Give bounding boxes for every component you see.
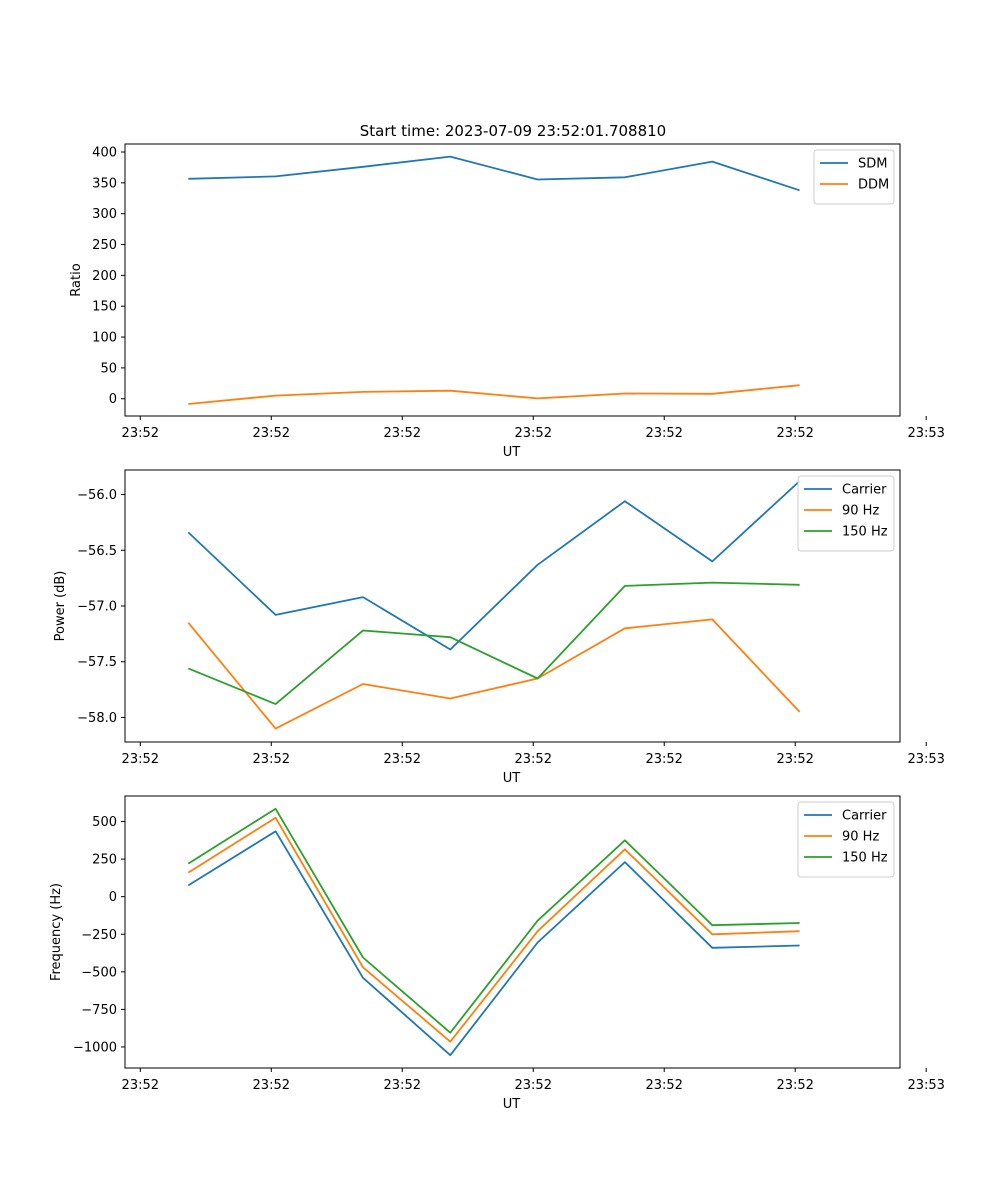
x-tick-label: 23:52	[253, 1078, 290, 1093]
y-tick-label: 250	[92, 238, 117, 253]
legend: Carrier 90 Hz 150 Hz	[797, 801, 895, 878]
y-tick-label: 200	[92, 269, 117, 284]
series-line-90-hz	[187, 618, 801, 730]
series-line-carrier	[187, 830, 800, 1057]
series-line-sdm	[188, 155, 800, 192]
y-tick-label: −56.5	[77, 544, 117, 559]
y-tick-label: −58.0	[77, 711, 117, 726]
y-axis-label: Frequency (Hz)	[49, 883, 64, 981]
x-tick-label: 23:52	[384, 1078, 421, 1093]
series-line-carrier	[187, 480, 801, 651]
y-tick-label: −56.0	[77, 488, 117, 503]
axes-frame	[124, 469, 901, 743]
y-tick-label: 250	[92, 853, 117, 868]
x-tick-label: 23:53	[907, 752, 944, 767]
y-tick-label: −250	[81, 928, 117, 943]
y-tick-label: −750	[81, 1003, 117, 1018]
x-tick-label: 23:52	[122, 1078, 159, 1093]
x-tick-label: 23:52	[253, 426, 290, 441]
legend-entry: SDM	[858, 157, 887, 172]
x-tick-label: 23:53	[907, 1078, 944, 1093]
x-tick-label: 23:52	[384, 426, 421, 441]
chart-panels: 23:52 23:52 23:52 23:52 23:52 23:52 23:53 0 50 10…	[49, 143, 945, 1112]
legend-entry: 150 Hz	[842, 525, 888, 540]
x-tick-label: 23:52	[515, 752, 552, 767]
y-tick-label: 350	[92, 176, 117, 191]
y-tick-label: 500	[92, 815, 117, 830]
legend-entry: 90 Hz	[842, 830, 879, 845]
y-tick-label: 100	[92, 331, 117, 346]
y-tick-label: 300	[92, 207, 117, 222]
x-tick-label: 23:52	[515, 1078, 552, 1093]
x-tick-label: 23:52	[122, 752, 159, 767]
legend-entry: Carrier	[842, 483, 887, 498]
series-line-90-hz	[187, 816, 800, 1043]
legend: SDM DDM	[813, 149, 895, 205]
y-axis-label: Ratio	[69, 263, 84, 296]
x-axis-label: UT	[503, 771, 521, 786]
y-tick-label: −1000	[73, 1040, 117, 1055]
x-tick-label: 23:52	[776, 752, 813, 767]
y-tick-label: 400	[92, 146, 117, 161]
chart-panel-2: 23:52 23:52 23:52 23:52 23:52 23:52 23:53 −58.0…	[53, 469, 945, 786]
axes-frame	[124, 143, 901, 417]
x-tick-label: 23:52	[253, 752, 290, 767]
y-tick-label: −500	[81, 965, 117, 980]
legend-frame	[797, 475, 895, 552]
x-tick-label: 23:52	[645, 752, 682, 767]
x-tick-label: 23:52	[122, 426, 159, 441]
legend-entry: DDM	[858, 178, 889, 193]
legend-frame	[797, 801, 895, 878]
x-axis-label: UT	[503, 445, 521, 460]
x-axis-label: UT	[503, 1097, 521, 1112]
chart-panel-3: 23:52 23:52 23:52 23:52 23:52 23:52 23:53 −1000…	[49, 795, 945, 1112]
y-tick-label: −57.5	[77, 655, 117, 670]
legend-entry: Carrier	[842, 809, 887, 824]
series-line-ddm	[188, 384, 800, 405]
series-line-150-hz	[187, 581, 800, 705]
x-tick-label: 23:52	[515, 426, 552, 441]
x-tick-label: 23:52	[384, 752, 421, 767]
x-tick-label: 23:52	[645, 426, 682, 441]
x-tick-label: 23:52	[776, 1078, 813, 1093]
legend-entry: 90 Hz	[842, 504, 879, 519]
y-tick-label: 50	[100, 361, 117, 376]
x-tick-label: 23:53	[907, 426, 944, 441]
x-tick-label: 23:52	[645, 1078, 682, 1093]
y-tick-label: 150	[92, 300, 117, 315]
chart-panel-1: 23:52 23:52 23:52 23:52 23:52 23:52 23:53 0 50 10…	[69, 143, 945, 460]
legend-entry: 150 Hz	[842, 851, 888, 866]
figure-title: Start time: 2023-07-09 23:52:01.708810	[360, 122, 666, 140]
legend: Carrier 90 Hz 150 Hz	[797, 475, 895, 552]
series-line-150-hz	[187, 807, 800, 1034]
y-tick-label: 0	[109, 890, 117, 905]
y-tick-label: 0	[109, 392, 117, 407]
axes-frame	[124, 795, 901, 1069]
y-axis-label: Power (dB)	[53, 571, 68, 642]
x-tick-label: 23:52	[776, 426, 813, 441]
y-tick-label: −57.0	[77, 600, 117, 615]
